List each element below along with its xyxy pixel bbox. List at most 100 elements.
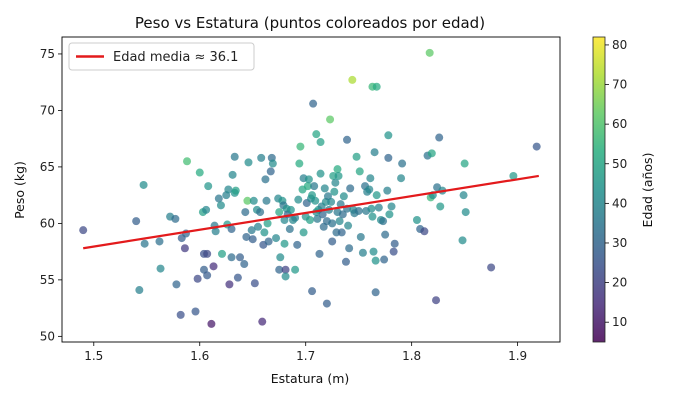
data-point (308, 287, 317, 296)
data-point (293, 240, 302, 249)
data-point (532, 142, 541, 151)
data-point (281, 265, 290, 274)
data-point (261, 175, 270, 184)
colorbar-label: Edad (años) (640, 153, 655, 228)
data-point (384, 153, 393, 162)
chart-title: Peso vs Estatura (puntos coloreados por … (135, 14, 485, 32)
data-point (285, 225, 294, 234)
data-point (427, 149, 436, 158)
y-tick-label: 60 (40, 216, 55, 230)
data-point (330, 187, 339, 196)
trend-line (83, 174, 539, 250)
data-point (256, 208, 265, 217)
data-point (436, 202, 445, 211)
x-tick-label: 1.5 (84, 349, 103, 363)
data-point (346, 184, 355, 193)
data-point (295, 159, 304, 168)
data-point (176, 310, 185, 319)
data-point (328, 237, 337, 246)
data-point (214, 194, 223, 203)
data-point (318, 210, 327, 219)
data-point (233, 273, 242, 282)
data-point (275, 208, 284, 217)
data-point (310, 182, 319, 191)
data-point (371, 288, 380, 297)
data-point (135, 286, 144, 295)
data-point (367, 204, 376, 213)
data-point (296, 142, 305, 151)
data-point (313, 214, 322, 223)
colorbar-tick-label: 50 (612, 157, 627, 171)
data-point (384, 131, 393, 140)
data-point (250, 279, 259, 288)
colorbar-tick-label: 80 (612, 38, 627, 52)
data-point (345, 244, 354, 253)
data-point (262, 196, 271, 205)
data-point (209, 262, 218, 271)
legend-box (68, 42, 255, 71)
data-point (249, 196, 258, 205)
data-point (328, 219, 337, 228)
data-point (132, 217, 141, 226)
data-point (258, 317, 267, 326)
data-point (225, 280, 234, 289)
data-point (509, 171, 518, 180)
data-point (203, 271, 212, 280)
data-point (266, 167, 275, 176)
data-point (294, 195, 303, 204)
data-point (365, 185, 374, 194)
data-point (312, 130, 321, 139)
y-tick-label: 70 (40, 103, 55, 117)
data-point (276, 253, 285, 262)
data-point (227, 225, 236, 234)
data-point (369, 247, 378, 256)
points-layer (79, 48, 541, 328)
data-point (372, 191, 381, 200)
data-point (304, 175, 313, 184)
data-point (337, 228, 346, 237)
x-tick-label: 1.7 (296, 349, 315, 363)
data-point (320, 184, 329, 193)
data-point (338, 210, 347, 219)
data-point (231, 186, 240, 195)
data-point (305, 216, 314, 224)
data-point (242, 232, 251, 241)
y-axis-ticks: 50 55 60 65 70 75 (40, 47, 62, 343)
data-point (458, 236, 467, 245)
plot-frame (61, 36, 561, 343)
data-point (390, 239, 399, 248)
y-axis-label: Peso (kg) (12, 161, 27, 219)
data-point (316, 169, 325, 178)
data-point (333, 165, 342, 174)
data-point (275, 265, 284, 274)
data-point (397, 174, 406, 183)
data-point (380, 255, 389, 264)
data-point (216, 201, 225, 210)
data-point (487, 263, 496, 272)
colorbar-tick-label: 40 (612, 196, 627, 210)
data-point (356, 232, 365, 241)
data-point (387, 202, 396, 211)
data-point (383, 186, 392, 195)
x-axis-ticks: 1.5 1.6 1.7 1.8 1.9 (84, 342, 527, 363)
data-point (355, 167, 364, 176)
data-point (343, 135, 352, 144)
data-point (334, 171, 343, 180)
data-point (348, 75, 357, 84)
data-point (303, 182, 312, 191)
colorbar: 10 20 30 40 50 60 70 80 Edad (años) (592, 36, 655, 343)
data-point (183, 157, 192, 166)
trend-layer (83, 174, 539, 250)
legend-trend-label: Edad media ≈ 36.1 (113, 50, 238, 65)
data-point (203, 249, 212, 258)
colorbar-tick-label: 20 (612, 276, 627, 290)
colorbar-ticks: 10 20 30 40 50 60 70 80 (605, 38, 627, 329)
data-point (339, 192, 348, 201)
data-point (299, 228, 308, 237)
data-point (155, 237, 164, 246)
data-point (331, 178, 340, 187)
data-point (368, 212, 377, 221)
data-point (352, 152, 361, 161)
data-point (193, 274, 202, 283)
